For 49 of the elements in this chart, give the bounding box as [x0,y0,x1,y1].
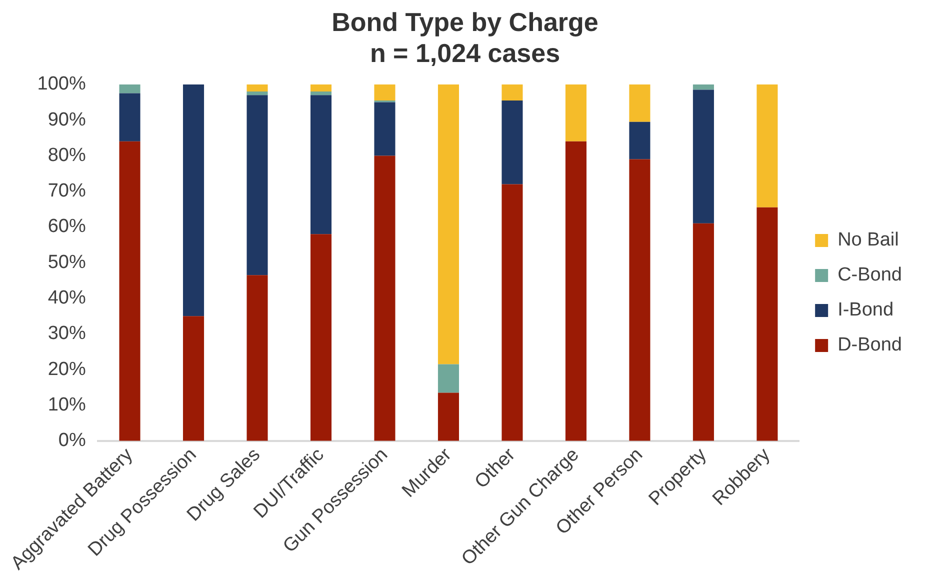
y-tick-label: 0% [58,430,86,452]
bar [502,84,523,100]
bar [629,159,650,441]
bar [692,90,714,224]
y-tick-label: 30% [48,323,86,344]
bar [182,316,204,441]
bar [119,93,140,142]
y-tick-label: 40% [48,288,86,309]
y-tick-label: 90% [48,109,86,130]
y-tick-label: 70% [48,180,86,202]
bar [182,84,204,316]
bar [374,102,396,156]
y-tick-label: 80% [48,144,86,166]
bar [756,207,778,441]
bar [246,92,268,96]
legend-label: D-Bond [838,334,902,356]
chart-subtitle: n = 1,024 cases [370,38,560,68]
bar [756,84,778,208]
bar [565,141,586,441]
bar [629,84,650,122]
bar [310,92,332,96]
bar [692,84,714,90]
bar [246,95,268,276]
bar [565,84,586,142]
bar [374,84,396,100]
bar [629,122,650,160]
bar [374,156,396,441]
y-tick-label: 60% [48,216,86,238]
legend-label: No Bail [838,230,899,251]
bar [310,234,332,441]
legend-label: I-Bond [838,300,894,321]
bar [438,84,460,364]
y-tick-label: 10% [48,394,86,416]
bar [502,184,523,441]
bar [438,364,460,393]
bar [502,100,523,184]
y-tick-label: 20% [48,358,86,380]
bar [119,84,140,94]
chart-title: Bond Type by Charge [332,6,598,37]
legend-label: C-Bond [838,264,902,286]
bar [310,84,332,92]
bar [438,392,460,441]
bar [246,275,268,441]
bar [692,223,714,441]
bar [246,84,268,92]
bar [119,141,140,441]
bar [310,95,332,234]
y-tick-label: 50% [48,252,86,273]
y-tick-label: 100% [37,74,86,95]
